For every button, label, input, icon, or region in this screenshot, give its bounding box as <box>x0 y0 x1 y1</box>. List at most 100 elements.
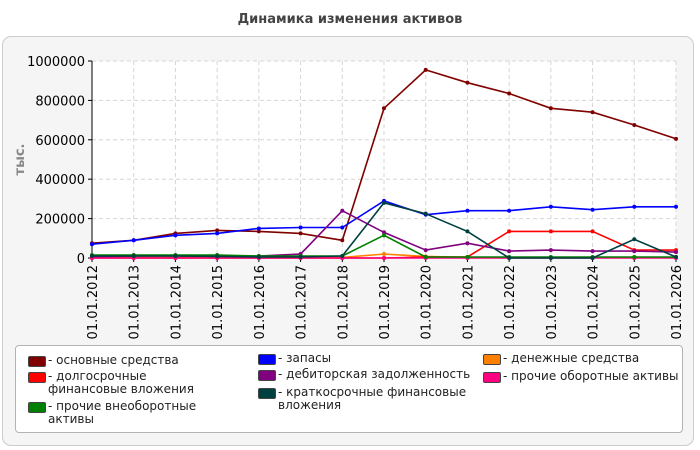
data-point <box>256 255 261 260</box>
data-point <box>340 225 345 230</box>
legend-label: - дебиторская задолженность <box>278 367 471 381</box>
data-point <box>548 106 553 111</box>
data-point <box>507 91 512 96</box>
y-axis-label: тыс. <box>13 144 28 176</box>
data-point <box>382 233 386 238</box>
x-tick-label: 01.01.2023 <box>545 265 560 339</box>
x-tick-label: 01.01.2018 <box>336 265 351 339</box>
data-point <box>90 254 94 259</box>
legend-item: - долгосрочные финансовые вложения <box>28 370 228 396</box>
data-point <box>632 249 637 254</box>
x-tick-label: 01.01.2016 <box>253 265 268 339</box>
data-point <box>590 207 595 212</box>
data-point <box>90 242 94 247</box>
legend-item: - запасы <box>258 352 473 365</box>
legend-swatch <box>258 388 276 399</box>
legend-swatch <box>258 370 276 381</box>
legend-label: - запасы <box>278 351 332 365</box>
data-point <box>632 123 637 128</box>
x-tick-label: 01.01.2014 <box>169 265 184 339</box>
chart-title: Динамика изменения активов <box>237 12 463 27</box>
data-point <box>548 256 553 260</box>
x-tick-label: 01.01.2020 <box>420 265 435 339</box>
y-tick-label: 200000 <box>35 213 85 228</box>
legend-swatch <box>258 354 276 365</box>
data-point <box>632 237 637 242</box>
data-point <box>256 226 261 231</box>
data-point <box>423 211 428 216</box>
data-point <box>548 248 553 253</box>
data-point <box>548 229 553 234</box>
data-point <box>423 67 428 72</box>
data-point <box>507 249 512 254</box>
x-tick-label: 01.01.2017 <box>295 265 310 339</box>
legend-swatch <box>28 402 46 413</box>
data-point <box>215 228 220 233</box>
series-1 <box>90 67 678 246</box>
y-tick-label: 600000 <box>35 134 85 149</box>
y-tick-label: 800000 <box>35 94 85 109</box>
data-point <box>674 204 678 209</box>
data-point <box>382 256 386 260</box>
legend-label: - основные средства <box>48 353 179 367</box>
legend-swatch <box>28 372 46 383</box>
data-point <box>173 254 178 259</box>
data-point <box>465 255 470 260</box>
data-point <box>507 208 512 213</box>
legend-swatch <box>28 356 46 367</box>
data-point <box>548 204 553 209</box>
legend-label: - прочие внеоборотные активы <box>48 399 197 426</box>
legend-item: - дебиторская задолженность <box>258 368 473 381</box>
legend-item: - краткосрочные финансовые вложения <box>258 386 473 412</box>
y-tick-label: 400000 <box>35 173 85 188</box>
data-point <box>507 256 512 260</box>
data-point <box>215 231 220 236</box>
legend-label: - денежные средства <box>503 351 640 365</box>
x-tick-label: 01.01.2025 <box>628 265 643 339</box>
legend-label: - краткосрочные финансовые вложения <box>278 385 467 412</box>
x-tick-label: 01.01.2026 <box>670 265 685 339</box>
y-tick-label: 0 <box>77 252 85 267</box>
chart-legend: - основные средства - запасы - денежные ср… <box>15 345 683 433</box>
data-point <box>590 256 595 260</box>
data-point <box>340 254 345 259</box>
data-point <box>632 255 637 260</box>
data-point <box>465 241 470 246</box>
data-point <box>340 238 345 243</box>
data-point <box>465 80 470 85</box>
y-tick-label: 1000000 <box>27 55 85 70</box>
data-point <box>131 254 136 259</box>
data-point <box>382 200 386 205</box>
data-point <box>382 252 386 257</box>
legend-swatch <box>483 372 501 383</box>
data-point <box>465 229 470 234</box>
data-point <box>340 208 345 213</box>
data-point <box>590 249 595 254</box>
data-point <box>382 230 386 235</box>
data-point <box>590 229 595 234</box>
data-point <box>256 229 261 234</box>
data-point <box>298 225 303 230</box>
x-tick-label: 01.01.2015 <box>211 265 226 339</box>
data-point <box>507 229 512 234</box>
x-tick-label: 01.01.2021 <box>461 265 476 339</box>
legend-item: - основные средства <box>28 354 228 367</box>
data-point <box>674 136 678 141</box>
legend-label: - прочие оборотные активы <box>503 369 679 383</box>
data-point <box>423 248 428 253</box>
x-tick-label: 01.01.2024 <box>587 265 602 339</box>
data-point <box>590 110 595 115</box>
x-tick-label: 01.01.2019 <box>378 265 393 339</box>
data-point <box>382 106 386 111</box>
data-point <box>674 255 678 260</box>
series-8 <box>90 200 678 260</box>
data-point <box>632 204 637 209</box>
x-tick-label: 01.01.2013 <box>128 265 143 339</box>
x-tick-label: 01.01.2012 <box>86 265 101 339</box>
data-point <box>423 255 428 260</box>
data-point <box>298 255 303 260</box>
legend-label: - долгосрочные финансовые вложения <box>48 369 194 396</box>
data-point <box>298 231 303 236</box>
legend-swatch <box>483 354 501 365</box>
